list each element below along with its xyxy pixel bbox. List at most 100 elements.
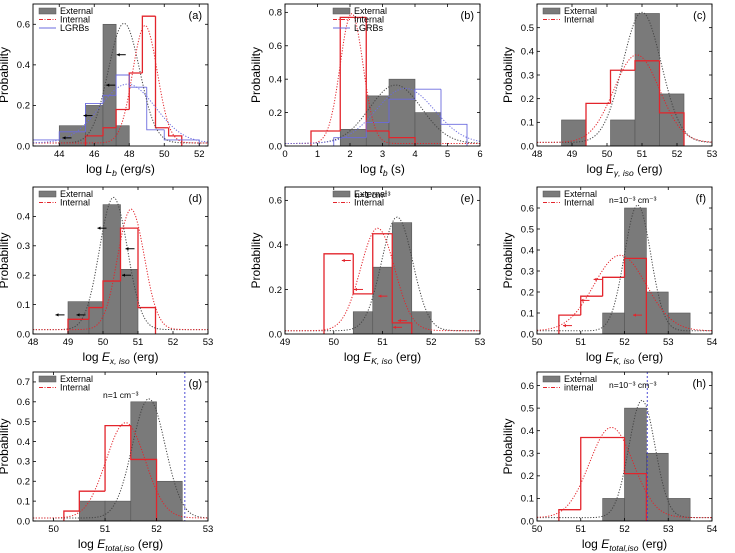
histogram-step <box>391 233 413 334</box>
histogram-step <box>84 135 103 146</box>
gaussian-fit-line <box>33 208 208 331</box>
x-tick-label: 5 <box>445 149 450 160</box>
density-annotation: n=1 cm⁻³ <box>355 190 391 200</box>
y-tick-label: 0.8 <box>269 8 282 19</box>
histogram-step <box>609 69 635 104</box>
histogram-step <box>414 88 441 100</box>
axes-frame <box>32 186 209 335</box>
histogram-step <box>163 129 200 146</box>
x-axis-label-variable: E <box>97 537 106 551</box>
y-tick-label: 0.4 <box>17 60 30 71</box>
y-tick-label: 0.0 <box>269 141 282 152</box>
axes-frame <box>32 371 209 522</box>
upper-limit-arrowhead <box>106 83 110 87</box>
x-tick-label: 48 <box>124 149 135 160</box>
y-tick-label: 0.6 <box>269 41 282 52</box>
histogram-bar <box>102 204 121 334</box>
legend-label: External <box>564 189 597 199</box>
upper-limit-arrowhead <box>97 226 101 230</box>
legend-label: External <box>60 189 93 199</box>
histogram-step <box>102 94 117 104</box>
x-tick-label: 6 <box>477 149 482 160</box>
y-axis-label: Probability <box>501 418 515 474</box>
panel-d: 48 49 50 51 52 53 0.0 0.1 0.2 0.3 0.4 log Ex, iso (… <box>0 186 213 366</box>
gaussian-fit-line <box>285 227 480 332</box>
x-tick-label: 53 <box>663 337 674 348</box>
panel-a: 44 46 48 50 52 0.0 0.2 0.4 0.6 log Lb (erg/s) Prob… <box>0 3 209 178</box>
histogram-step <box>388 98 415 123</box>
legend-swatch-external <box>542 7 561 15</box>
legend-label: Internal <box>354 15 384 25</box>
x-axis-label-variable: E <box>601 537 610 551</box>
y-tick-label: 0.2 <box>521 287 534 298</box>
x-tick-label: 50 <box>328 337 339 348</box>
x-tick-label: 50 <box>159 149 170 160</box>
x-axis-label-subscript: total,iso <box>609 543 639 553</box>
x-axis-label: log Lb (erg/s) <box>86 162 155 178</box>
y-tick-label: 0.4 <box>269 74 282 85</box>
upper-limit-arrowhead <box>62 136 66 140</box>
y-tick-label: 0.3 <box>521 449 534 460</box>
legend-label: Internal <box>60 383 90 393</box>
x-tick-label: 50 <box>48 524 59 535</box>
upper-limit-arrowhead <box>563 324 566 328</box>
y-tick-label: 0.4 <box>269 240 282 251</box>
x-axis-label-units: (erg) <box>634 350 663 364</box>
gaussian-fit-line <box>33 83 208 144</box>
histogram-bar <box>646 291 669 334</box>
y-axis-label: Probability <box>501 232 515 288</box>
upper-limit-arrowhead <box>125 247 129 251</box>
x-axis-label-prefix: log <box>86 162 105 176</box>
histogram-step <box>33 139 60 146</box>
x-axis-label-prefix: log <box>586 350 605 364</box>
y-tick-label: 0.1 <box>17 496 30 507</box>
histogram-bar <box>388 78 416 146</box>
x-axis-label-prefix: log <box>83 350 102 364</box>
x-tick-label: 51 <box>575 524 586 535</box>
y-axis-label: Probability <box>0 418 11 474</box>
histogram-bar <box>372 266 393 334</box>
y-tick-label: 0.7 <box>17 377 30 388</box>
histogram-step <box>585 102 611 146</box>
histogram-step <box>601 276 625 297</box>
legend-swatch-external <box>542 375 561 383</box>
upper-limit-arrowhead <box>580 298 584 302</box>
histogram-bar <box>646 452 669 521</box>
plot-area <box>537 204 712 334</box>
legend-label: Internal <box>354 198 384 208</box>
plot-area <box>33 372 208 521</box>
upper-limit-arrowhead <box>122 273 125 277</box>
x-tick-label: 0 <box>282 149 287 160</box>
x-tick-label: 53 <box>663 524 674 535</box>
y-tick-label: 0.5 <box>521 23 534 34</box>
y-axis-label: Probability <box>249 47 263 103</box>
y-tick-label: 0.2 <box>521 94 534 105</box>
legend-label: Internal <box>564 15 594 25</box>
x-axis-label: log EK, iso (erg) <box>586 350 663 366</box>
upper-limit-arrowhead <box>393 325 396 329</box>
y-tick-label: 0.0 <box>17 516 30 527</box>
histogram-bar <box>602 312 625 334</box>
legend-swatch-external <box>38 190 57 198</box>
histogram-step <box>310 130 341 146</box>
upper-limit-arrowhead <box>397 319 401 323</box>
density-annotation: n=1 cm⁻³ <box>103 390 139 400</box>
histogram-step <box>558 314 581 334</box>
x-axis-label-variable: E <box>102 350 111 364</box>
x-axis-label-subscript: x, iso <box>109 356 130 366</box>
x-tick-label: 53 <box>475 337 486 348</box>
legend-swatch-external <box>38 7 57 15</box>
y-tick-label: 0.0 <box>17 141 30 152</box>
histogram-bar <box>610 119 636 146</box>
x-tick-label: 51 <box>377 337 388 348</box>
y-tick-label: 0.1 <box>17 300 30 311</box>
histogram-step <box>323 253 354 334</box>
x-tick-label: 49 <box>280 337 291 348</box>
upper-limit-arrowhead <box>378 294 382 298</box>
x-tick-label: 50 <box>532 337 543 348</box>
x-axis-label-subscript: K, iso <box>371 356 393 366</box>
y-axis-label: Probability <box>0 47 11 103</box>
histogram-step <box>128 72 143 110</box>
x-axis-label-prefix: log <box>360 162 379 176</box>
